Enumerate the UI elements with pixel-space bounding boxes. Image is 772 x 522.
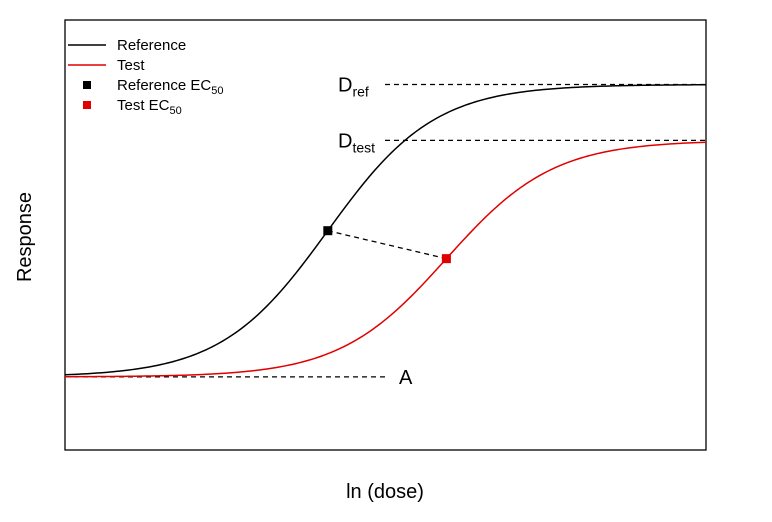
x-axis-label: ln (dose) (346, 481, 424, 503)
legend-label-reference-ec50: Reference EC50 (117, 77, 223, 97)
annotation-dtest: Dtest (338, 130, 375, 155)
annotations: Dref Dtest A (338, 75, 413, 389)
curves (64, 84, 707, 378)
reference-ec50-point (323, 226, 333, 236)
legend-label-reference: Reference (117, 37, 186, 54)
ec50-points (323, 226, 451, 264)
legend-swatch-reference-ec50 (83, 81, 91, 89)
y-axis-label: Response (14, 192, 36, 282)
reference-curve (64, 84, 707, 376)
ec50-connector-line (327, 230, 447, 260)
test-curve (64, 141, 707, 378)
legend-label-test-ec50: Test EC50 (117, 97, 182, 117)
plot-frame (64, 19, 707, 451)
legend-swatch-test-ec50 (83, 101, 91, 109)
legend-label-test: Test (117, 57, 145, 74)
annotation-a: A (399, 367, 413, 389)
test-ec50-point (441, 254, 451, 264)
annotation-dref: Dref (338, 75, 369, 100)
guide-lines (65, 83, 706, 378)
